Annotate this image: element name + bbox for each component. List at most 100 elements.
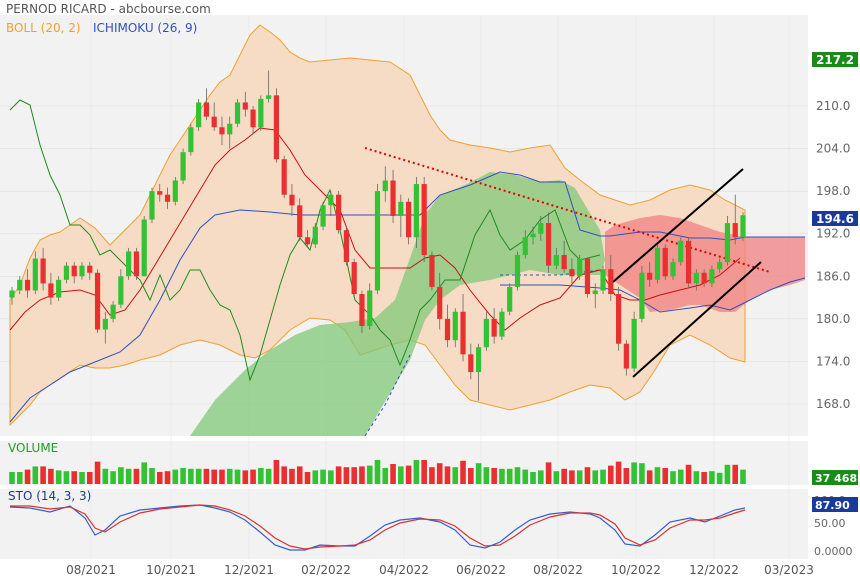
volume-bar bbox=[398, 466, 404, 484]
volume-bar bbox=[421, 460, 427, 484]
candle-body bbox=[429, 255, 435, 287]
candle-body bbox=[32, 258, 38, 291]
candle-body bbox=[678, 240, 684, 263]
volume-bar bbox=[320, 469, 326, 484]
candle bbox=[693, 269, 699, 291]
volume-bar bbox=[289, 468, 295, 484]
cloud-red bbox=[605, 215, 805, 312]
candle bbox=[336, 191, 342, 234]
candle bbox=[211, 102, 217, 131]
volume-bar bbox=[164, 471, 171, 484]
candle bbox=[281, 155, 287, 199]
volume-bar bbox=[273, 460, 280, 484]
price-high-badge: 217.2 bbox=[812, 52, 858, 67]
candle-body bbox=[234, 102, 241, 124]
volume-bar bbox=[281, 466, 287, 484]
candle bbox=[273, 88, 280, 163]
candle bbox=[63, 262, 70, 284]
volume-bar bbox=[211, 469, 217, 484]
candle bbox=[724, 215, 731, 266]
candle-body bbox=[475, 347, 482, 373]
candle bbox=[514, 251, 521, 291]
candle-body bbox=[63, 265, 70, 280]
candle-body bbox=[242, 102, 248, 110]
volume-bar bbox=[677, 469, 684, 484]
candle-body bbox=[452, 311, 458, 341]
x-tick-label: 08/2021 bbox=[66, 563, 116, 577]
candle-body bbox=[367, 290, 373, 326]
candle-body bbox=[343, 230, 349, 263]
candle-body bbox=[530, 233, 536, 238]
candle bbox=[468, 343, 474, 380]
candle bbox=[40, 247, 46, 291]
volume-bar bbox=[468, 468, 474, 484]
sto-tick-label: 0.0000 bbox=[814, 545, 853, 558]
candle bbox=[561, 240, 567, 273]
volume-bar bbox=[141, 462, 148, 484]
candle bbox=[631, 311, 637, 373]
candle-body bbox=[149, 191, 155, 220]
candle bbox=[530, 226, 536, 245]
candle bbox=[219, 116, 225, 146]
candle-body bbox=[180, 152, 186, 181]
last-price-badge-text: 194.6 bbox=[816, 212, 854, 226]
candle bbox=[157, 184, 163, 202]
candle-body bbox=[623, 343, 629, 369]
volume-bar bbox=[576, 470, 583, 484]
candle-body bbox=[615, 294, 622, 344]
candle bbox=[87, 262, 93, 280]
volume-bar bbox=[584, 467, 591, 484]
candle bbox=[203, 88, 210, 121]
volume-bar bbox=[646, 470, 653, 484]
volume-bar bbox=[506, 468, 513, 484]
candle bbox=[483, 311, 489, 351]
volume-bar bbox=[180, 468, 186, 484]
volume-bar bbox=[328, 470, 334, 484]
candle bbox=[133, 247, 140, 280]
candle bbox=[639, 265, 645, 323]
candle-body bbox=[569, 269, 575, 277]
price-tick-label: 198.0 bbox=[816, 184, 850, 198]
candle bbox=[545, 212, 552, 273]
candle bbox=[577, 255, 583, 280]
candle bbox=[164, 187, 171, 209]
volume-bar bbox=[265, 468, 272, 484]
candle bbox=[701, 269, 707, 287]
candle-body bbox=[717, 262, 723, 270]
sto-badge: 87.90 bbox=[812, 497, 858, 512]
candle bbox=[304, 230, 311, 248]
sto-d-line bbox=[10, 504, 746, 550]
volume-bars-group bbox=[9, 460, 746, 484]
candle-body bbox=[421, 184, 427, 255]
volume-bar bbox=[359, 466, 365, 484]
candle-body bbox=[444, 318, 451, 341]
candle-body bbox=[654, 247, 661, 280]
volume-bar bbox=[203, 468, 210, 484]
candle-body bbox=[437, 286, 443, 319]
candle-body bbox=[693, 272, 699, 284]
volume-badge: 37 468 bbox=[812, 470, 858, 485]
x-tick-label: 06/2022 bbox=[456, 563, 506, 577]
candle bbox=[180, 148, 186, 185]
candle-body bbox=[227, 123, 233, 135]
candle bbox=[343, 226, 349, 266]
candle-body bbox=[398, 201, 404, 216]
candle-body bbox=[56, 279, 62, 298]
candle-body bbox=[312, 226, 318, 245]
volume-bar bbox=[607, 465, 614, 484]
volume-bar bbox=[195, 468, 202, 484]
x-axis: 08/2021 10/2021 12/2021 02/2022 04/2022 06/20… bbox=[66, 563, 814, 577]
candle-body bbox=[507, 286, 513, 312]
volume-bar bbox=[514, 467, 521, 484]
volume-bar bbox=[561, 468, 567, 484]
candle-body bbox=[483, 318, 489, 348]
volume-bar bbox=[343, 467, 350, 484]
candle bbox=[312, 223, 318, 248]
candle bbox=[234, 98, 241, 128]
chart-title: PERNOD RICARD - abcbourse.com bbox=[6, 2, 211, 16]
candle bbox=[406, 198, 412, 245]
candle bbox=[444, 304, 451, 348]
volume-bar bbox=[662, 468, 669, 484]
candle-body bbox=[48, 283, 54, 298]
candle bbox=[553, 247, 559, 270]
